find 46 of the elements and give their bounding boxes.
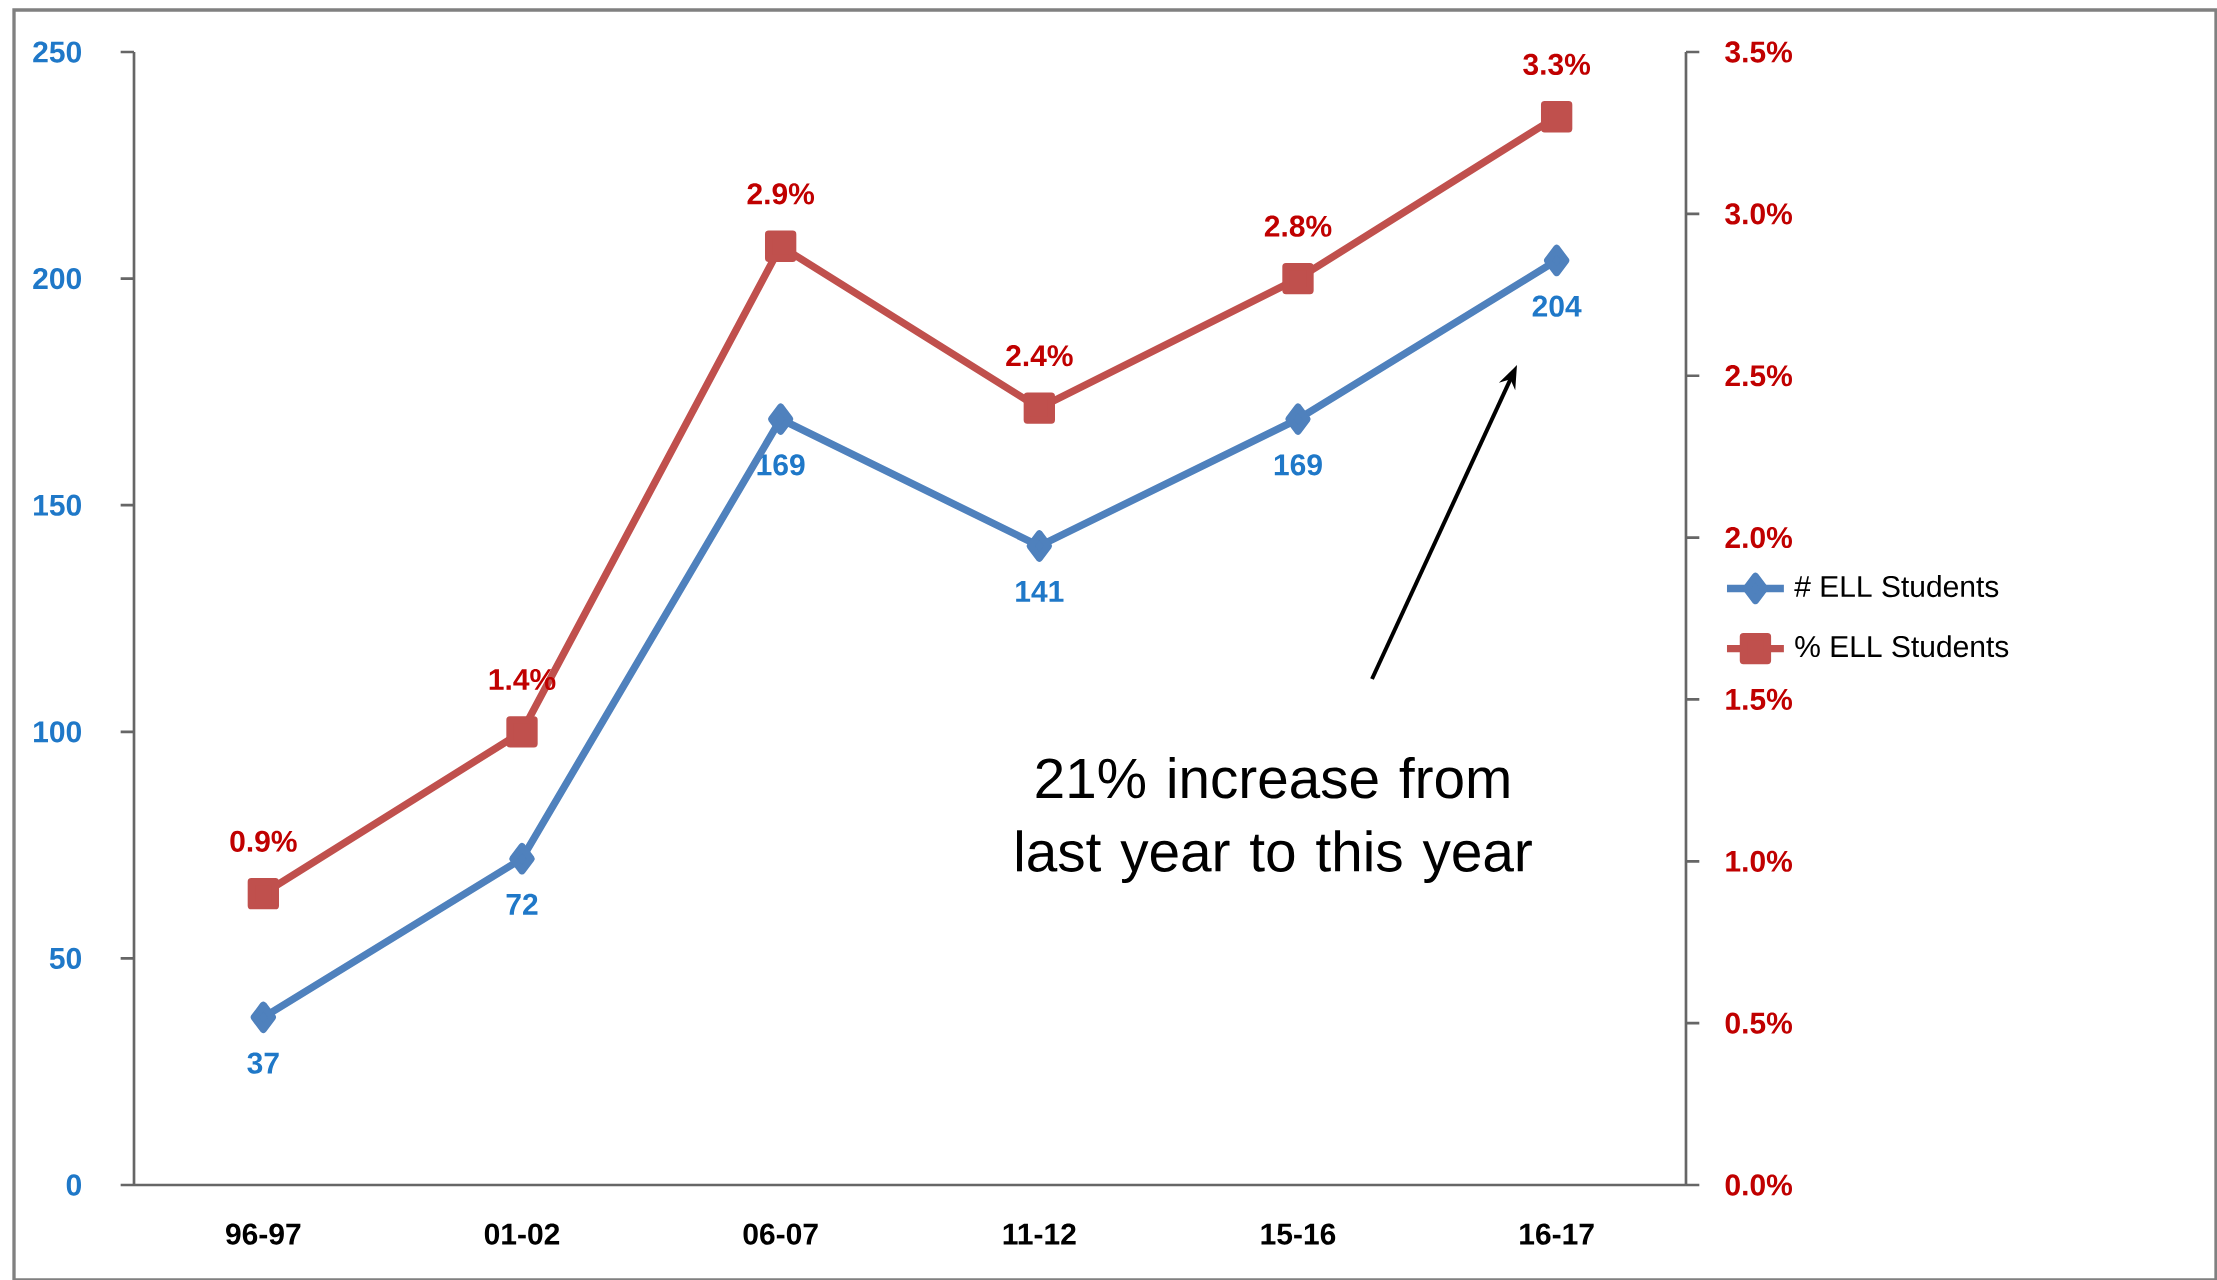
point [768,403,794,435]
x-tick-label: 01-02 [484,1223,560,1245]
x-tick-label: 06-07 [743,1223,818,1245]
data-label: 2.9% [747,183,815,205]
x-tick-label: 96-97 [226,1223,301,1245]
x-tick-label: 11-12 [1003,1223,1076,1245]
y-tick-label: 100 [34,721,82,743]
y2-tick-label: 1.5% [1726,688,1792,711]
data-label: 204 [1532,295,1582,317]
data-label: 72 [506,893,538,915]
point [250,1001,276,1033]
data-label: 0.9% [230,830,297,852]
data-label: 3.3% [1523,53,1591,75]
y2-tick-label: 2.0% [1725,526,1792,549]
y2-tick-label: 2.5% [1725,365,1792,387]
data-label: 169 [757,454,805,476]
data-label: 169 [1274,454,1322,476]
y-tick-label: 50 [49,947,82,970]
y2-tick-label: 1.0% [1726,850,1792,872]
x-tick-label: 15-16 [1261,1223,1336,1245]
legend-label: # ELL Students [1794,575,1999,598]
point [1540,101,1573,133]
point [1543,244,1570,277]
y2-tick-label: 0.5% [1725,1012,1792,1034]
y2-tick-label: 3.0% [1725,203,1792,225]
y2-tick-label: 3.5% [1725,41,1792,63]
y-tick-label: 250 [33,41,82,63]
x-tick-label: 16-17 [1520,1223,1594,1245]
point [509,843,535,875]
data-label: 2.8% [1264,215,1332,237]
data-label: 2.4% [1006,345,1073,367]
point [506,716,538,748]
point [764,230,797,262]
data-label: 141 [1016,581,1064,602]
y-tick-label: 200 [33,267,82,290]
point [1026,530,1052,562]
point [1282,262,1314,295]
y-tick-label: 150 [34,494,82,516]
point [1285,403,1311,435]
y2-tick-label: 0.0% [1725,1174,1792,1196]
point [1023,392,1055,424]
point [247,878,280,910]
y-tick-label: 0 [66,1174,82,1196]
annotation: 21% increase from last year to this year [1017,756,1532,884]
data-label: 37 [247,1052,279,1074]
legend-label: % ELL Students [1795,635,2009,658]
